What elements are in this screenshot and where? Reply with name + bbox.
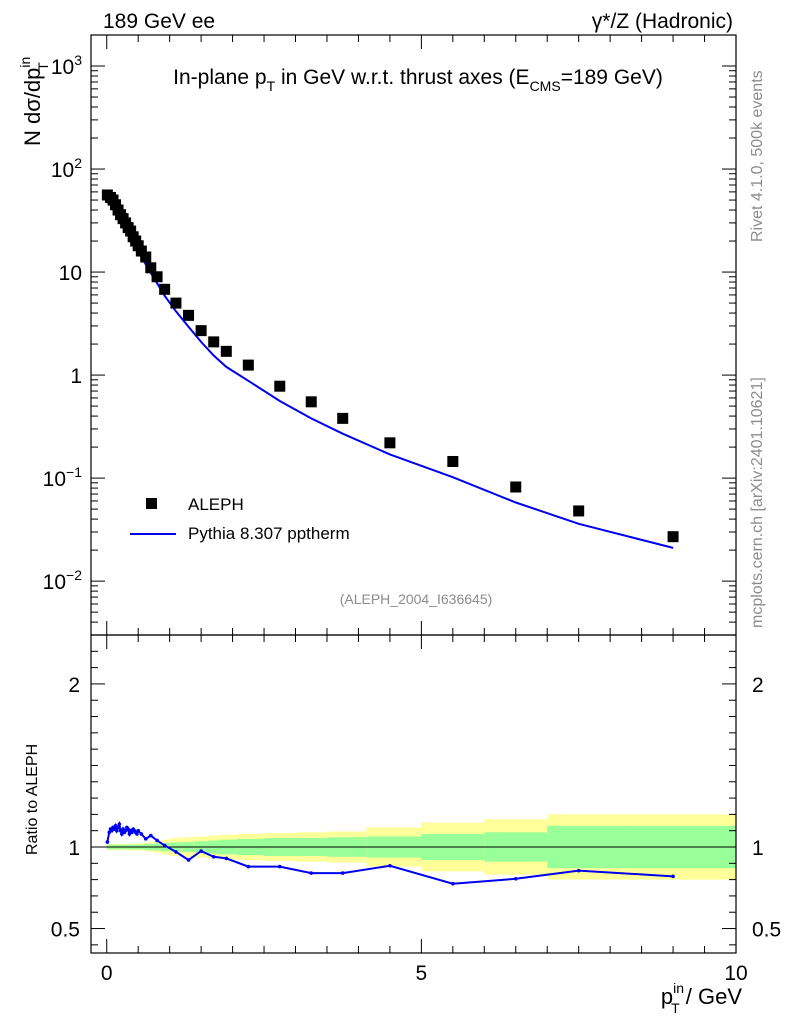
x-tick-label: 5 bbox=[416, 962, 428, 985]
aleph-data-point bbox=[140, 251, 152, 263]
legend-marker-aleph bbox=[146, 498, 157, 509]
pythia-ratio-point bbox=[199, 849, 203, 853]
y-tick-label-base: 10 bbox=[51, 159, 74, 182]
y-tick-label-base: 10 bbox=[43, 468, 66, 491]
pythia-ratio-point bbox=[116, 825, 120, 830]
y-tick-label-exponent: −2 bbox=[66, 567, 82, 583]
x-axis-label: pin T / GeV bbox=[661, 980, 742, 1016]
y-tick-label-ratio-right: 2 bbox=[752, 674, 764, 697]
aleph-data-point bbox=[274, 380, 286, 392]
pythia-ratio-point bbox=[136, 828, 140, 833]
main-plot-frame bbox=[90, 34, 737, 636]
aleph-data-point bbox=[242, 359, 254, 371]
x-tick-label: 10 bbox=[724, 962, 747, 985]
y-tick-label-main: 10 bbox=[59, 262, 82, 285]
y-tick-label-ratio-left: 1 bbox=[68, 837, 80, 860]
pythia-ratio-point bbox=[211, 854, 216, 859]
aleph-data-point bbox=[195, 325, 207, 337]
ratio-plot-frame bbox=[90, 634, 737, 954]
header-right: γ*/Z (Hadronic) bbox=[592, 10, 733, 33]
y-tick-label-base: 10 bbox=[51, 56, 74, 79]
aleph-data-point bbox=[170, 297, 182, 309]
pythia-ratio-point bbox=[513, 877, 518, 881]
pythia-ratio-point bbox=[115, 828, 119, 833]
y-tick-label-base: 10 bbox=[59, 262, 82, 285]
aleph-data-point bbox=[135, 245, 147, 257]
aleph-data-point bbox=[510, 481, 522, 493]
plot-title: In-plane pT in GeV w.r.t. thrust axes (E… bbox=[173, 66, 663, 94]
aleph-data-point bbox=[447, 455, 459, 467]
pythia-ratio-point bbox=[277, 864, 282, 869]
pythia-ratio-point bbox=[105, 840, 110, 844]
y-axis-label: N dσ/dpin T bbox=[17, 57, 51, 146]
pythia-ratio-point bbox=[148, 833, 153, 838]
mcplots-label: mcplots.cern.ch [arXiv:2401.10621] bbox=[749, 377, 766, 628]
pythia-ratio-point bbox=[576, 868, 581, 873]
y-tick-label-ratio-left: 0.5 bbox=[51, 919, 80, 942]
aleph-data-point bbox=[125, 225, 137, 237]
x-tick-labels: 0 5 10 bbox=[101, 962, 748, 985]
pythia-ratio-point bbox=[451, 881, 455, 886]
aleph-data-point bbox=[667, 531, 679, 543]
pythia-ratio-point bbox=[117, 822, 122, 826]
header-left: 189 GeV ee bbox=[103, 10, 215, 33]
pythia-ratio-point bbox=[309, 871, 314, 875]
y-tick-label-main: 102 bbox=[51, 155, 82, 182]
y-tick-label-exponent: 3 bbox=[74, 52, 82, 68]
aleph-data-point bbox=[145, 262, 157, 274]
pythia-ratio-point bbox=[135, 832, 139, 836]
pythia-ratio-point bbox=[340, 871, 345, 875]
pythia-ratio-point bbox=[246, 864, 251, 869]
ratio-y-axis-label: Ratio to ALEPH bbox=[24, 744, 41, 855]
y-tick-label-main: 10−1 bbox=[43, 464, 83, 491]
y-tick-label-exponent: 2 bbox=[74, 155, 82, 171]
pythia-ratio-point bbox=[155, 838, 159, 843]
y-tick-label-main: 1 bbox=[70, 365, 82, 388]
aleph-data-point bbox=[159, 283, 171, 295]
y-tick-label-exponent: −1 bbox=[66, 464, 82, 480]
pythia-ratio-point bbox=[174, 850, 178, 854]
x-tick-label: 0 bbox=[101, 962, 113, 985]
main-plot-marks bbox=[101, 189, 679, 549]
aleph-data-point bbox=[384, 437, 396, 449]
pythia-ratio-point bbox=[162, 843, 167, 848]
y-tick-label-ratio-left: 2 bbox=[68, 674, 80, 697]
y-tick-label-ratio-right: 0.5 bbox=[752, 919, 781, 942]
y-tick-label-ratio-right: 1 bbox=[752, 837, 764, 860]
y-tick-labels-ratio: 0.5 0.5 1 1 2 2 bbox=[51, 674, 781, 942]
y-tick-label-base: 1 bbox=[70, 365, 82, 388]
aleph-data-point bbox=[183, 309, 195, 321]
aleph-data-point bbox=[208, 336, 220, 348]
y-tick-label-main: 10−2 bbox=[43, 567, 83, 594]
axis-ticks bbox=[91, 34, 737, 953]
ratio-plot-marks bbox=[91, 820, 736, 886]
pythia-ratio-point bbox=[224, 856, 229, 861]
aleph-data-point bbox=[220, 345, 232, 357]
aleph-data-point bbox=[337, 412, 349, 424]
y-tick-label-base: 10 bbox=[43, 571, 66, 594]
aleph-data-point bbox=[305, 396, 317, 408]
rivet-version-label: Rivet 4.1.0, 500k events bbox=[749, 70, 766, 242]
pythia-ratio-point bbox=[388, 863, 392, 868]
aleph-data-point bbox=[573, 505, 585, 517]
y-tick-label-main: 103 bbox=[51, 52, 82, 79]
legend-label-aleph: ALEPH bbox=[188, 495, 244, 514]
legend: ALEPH Pythia 8.307 pptherm bbox=[130, 495, 350, 543]
pythia-ratio-point bbox=[186, 858, 191, 862]
pythia-ratio-point bbox=[143, 837, 148, 841]
pythia-ratio-point bbox=[671, 874, 675, 879]
analysis-watermark: (ALEPH_2004_I636645) bbox=[340, 591, 493, 607]
legend-label-pythia: Pythia 8.307 pptherm bbox=[188, 524, 350, 543]
aleph-data-point bbox=[151, 271, 163, 283]
pythia-ratio-point bbox=[139, 832, 144, 836]
